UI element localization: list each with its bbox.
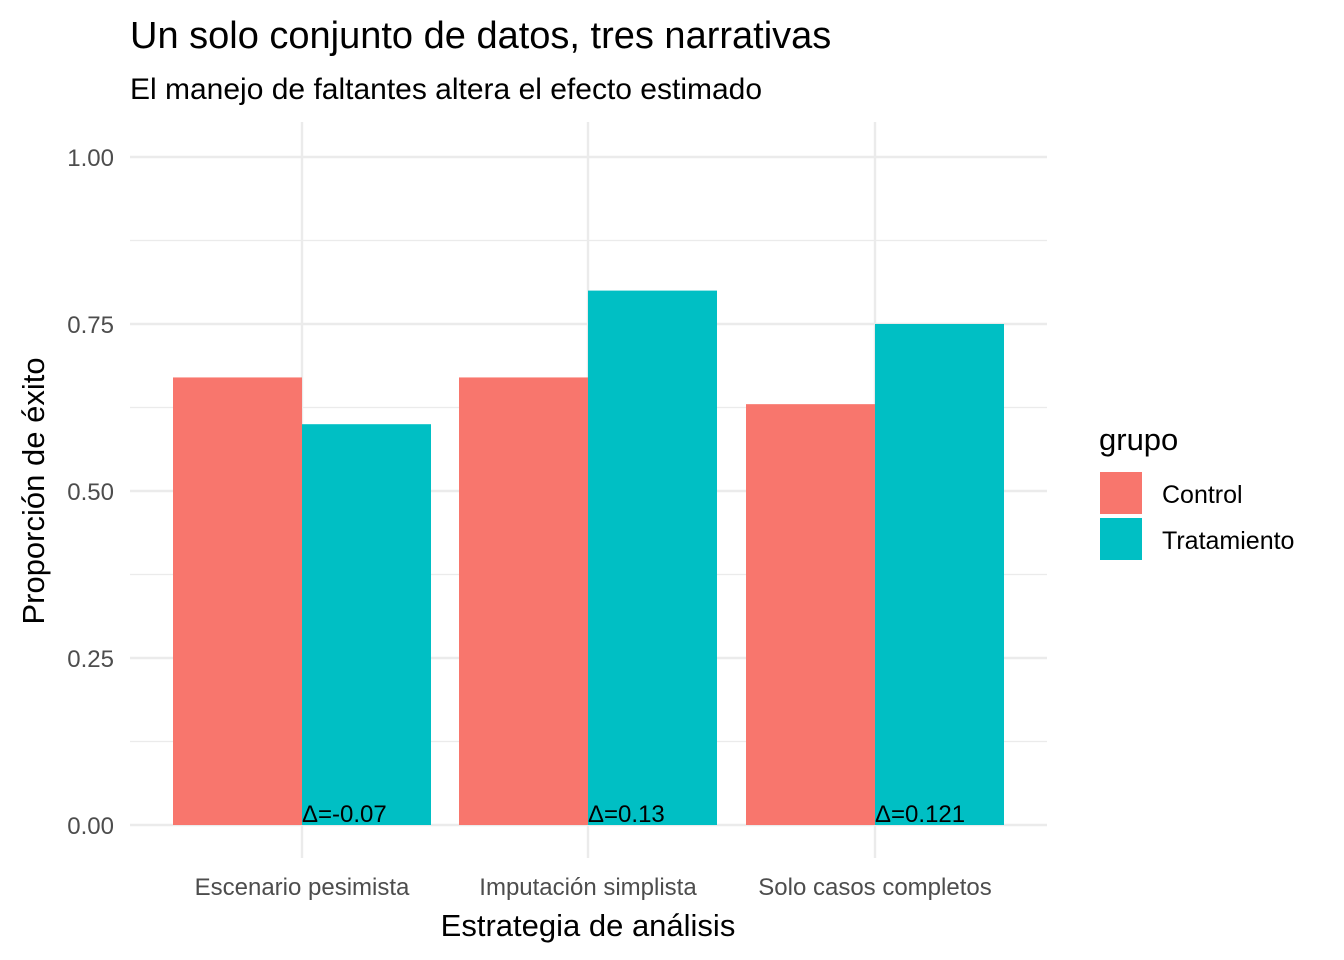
delta-labels: Δ=-0.07 Δ=0.13 Δ=0.121	[302, 801, 965, 828]
y-tick-label: 0.25	[67, 646, 114, 673]
chart-title: Un solo conjunto de datos, tres narrativ…	[130, 15, 831, 57]
y-tick-labels: 0.00 0.25 0.50 0.75 1.00	[67, 145, 114, 840]
bar-control-2	[459, 377, 588, 825]
x-tick-labels: Escenario pesimista Imputación simplista S…	[195, 874, 992, 901]
y-tick-label: 0.00	[67, 813, 114, 840]
x-tick-label: Escenario pesimista	[195, 874, 410, 901]
delta-label: Δ=-0.07	[302, 801, 387, 828]
bar-tratamiento-1	[302, 424, 431, 825]
chart-subtitle: El manejo de faltantes altera el efecto …	[130, 73, 762, 106]
y-axis-title: Proporción de éxito	[16, 357, 51, 624]
legend-label-tratamiento: Tratamiento	[1162, 527, 1294, 555]
x-tick-label: Imputación simplista	[479, 874, 697, 901]
y-tick-label: 1.00	[67, 145, 114, 172]
x-tick-label: Solo casos completos	[758, 874, 991, 901]
legend-swatch-control	[1100, 472, 1142, 514]
y-tick-label: 0.75	[67, 312, 114, 339]
legend-label-control: Control	[1162, 481, 1243, 509]
bar-control-3	[746, 404, 875, 825]
legend: grupo Control Tratamiento	[1099, 422, 1294, 560]
delta-label: Δ=0.121	[875, 801, 965, 828]
bars	[173, 290, 1004, 826]
bar-tratamiento-2	[588, 290, 717, 826]
legend-swatch-tratamiento	[1100, 518, 1142, 560]
delta-label: Δ=0.13	[588, 801, 665, 828]
bar-tratamiento-3	[875, 324, 1004, 825]
x-axis-title: Estrategia de análisis	[441, 908, 736, 943]
legend-title: grupo	[1099, 422, 1178, 457]
bar-control-1	[173, 377, 302, 825]
y-tick-label: 0.50	[67, 479, 114, 506]
